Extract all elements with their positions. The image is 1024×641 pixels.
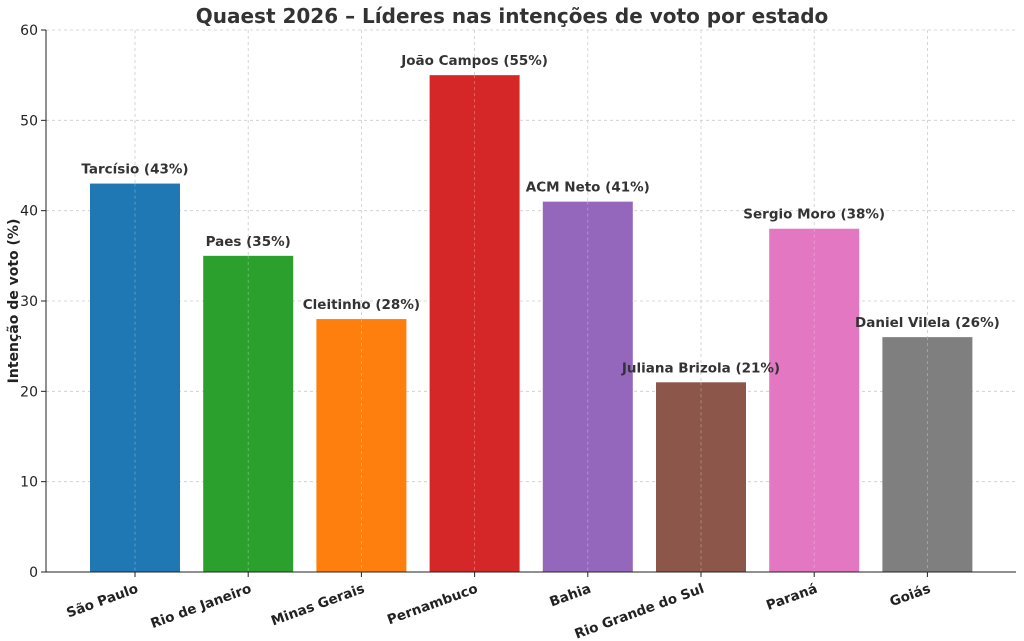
data-label: Paes (35%) <box>206 234 291 250</box>
bar-6 <box>656 382 746 572</box>
y-tick-label: 0 <box>29 565 38 581</box>
data-label: Tarcísio (43%) <box>81 162 188 178</box>
data-label: Sergio Moro (38%) <box>743 207 885 223</box>
chart-title: Quaest 2026 – Líderes nas intenções de v… <box>195 4 829 28</box>
bar-4 <box>429 75 520 573</box>
data-label: Daniel Vilela (26%) <box>855 315 1000 331</box>
bar-3 <box>316 319 407 572</box>
x-tick-label: Paraná <box>764 581 819 614</box>
bars <box>90 75 973 573</box>
y-tick-label: 20 <box>20 384 38 400</box>
data-label: Cleitinho (28%) <box>303 297 420 313</box>
y-tick-label: 60 <box>20 23 38 39</box>
y-tick-label: 50 <box>20 113 38 129</box>
y-tick-label: 10 <box>20 475 38 491</box>
data-labels: Tarcísio (43%) Paes (35%) Cleitinho (28%) J… <box>81 53 999 376</box>
x-tick-label: Pernambuco <box>385 581 480 629</box>
x-tick-label: São Paulo <box>64 581 140 622</box>
data-label: ACM Neto (41%) <box>526 180 650 196</box>
bar-7 <box>769 228 860 572</box>
bar-1 <box>90 183 180 573</box>
data-label: João Campos (55%) <box>400 53 548 69</box>
x-tick-label: Minas Gerais <box>269 581 367 630</box>
y-tick-label: 40 <box>20 204 38 220</box>
grid-lines <box>46 29 1016 572</box>
x-tick-label: Rio de Janeiro <box>149 581 254 632</box>
x-tick-label: Rio Grande do Sul <box>573 581 707 641</box>
y-axis-label: Intenção de voto (%) <box>6 219 22 384</box>
y-ticks: 0 10 20 30 40 50 60 <box>20 23 46 581</box>
x-tick-label: Goiás <box>888 581 933 610</box>
data-label: Juliana Brizola (21%) <box>621 360 780 376</box>
y-tick-label: 30 <box>20 294 38 310</box>
bar-8 <box>882 337 973 572</box>
bar-2 <box>203 255 294 573</box>
bar-5 <box>542 201 633 572</box>
x-tick-label: Bahia <box>548 581 594 611</box>
x-ticks: São Paulo Rio de Janeiro Minas Gerais Perna… <box>64 572 933 641</box>
